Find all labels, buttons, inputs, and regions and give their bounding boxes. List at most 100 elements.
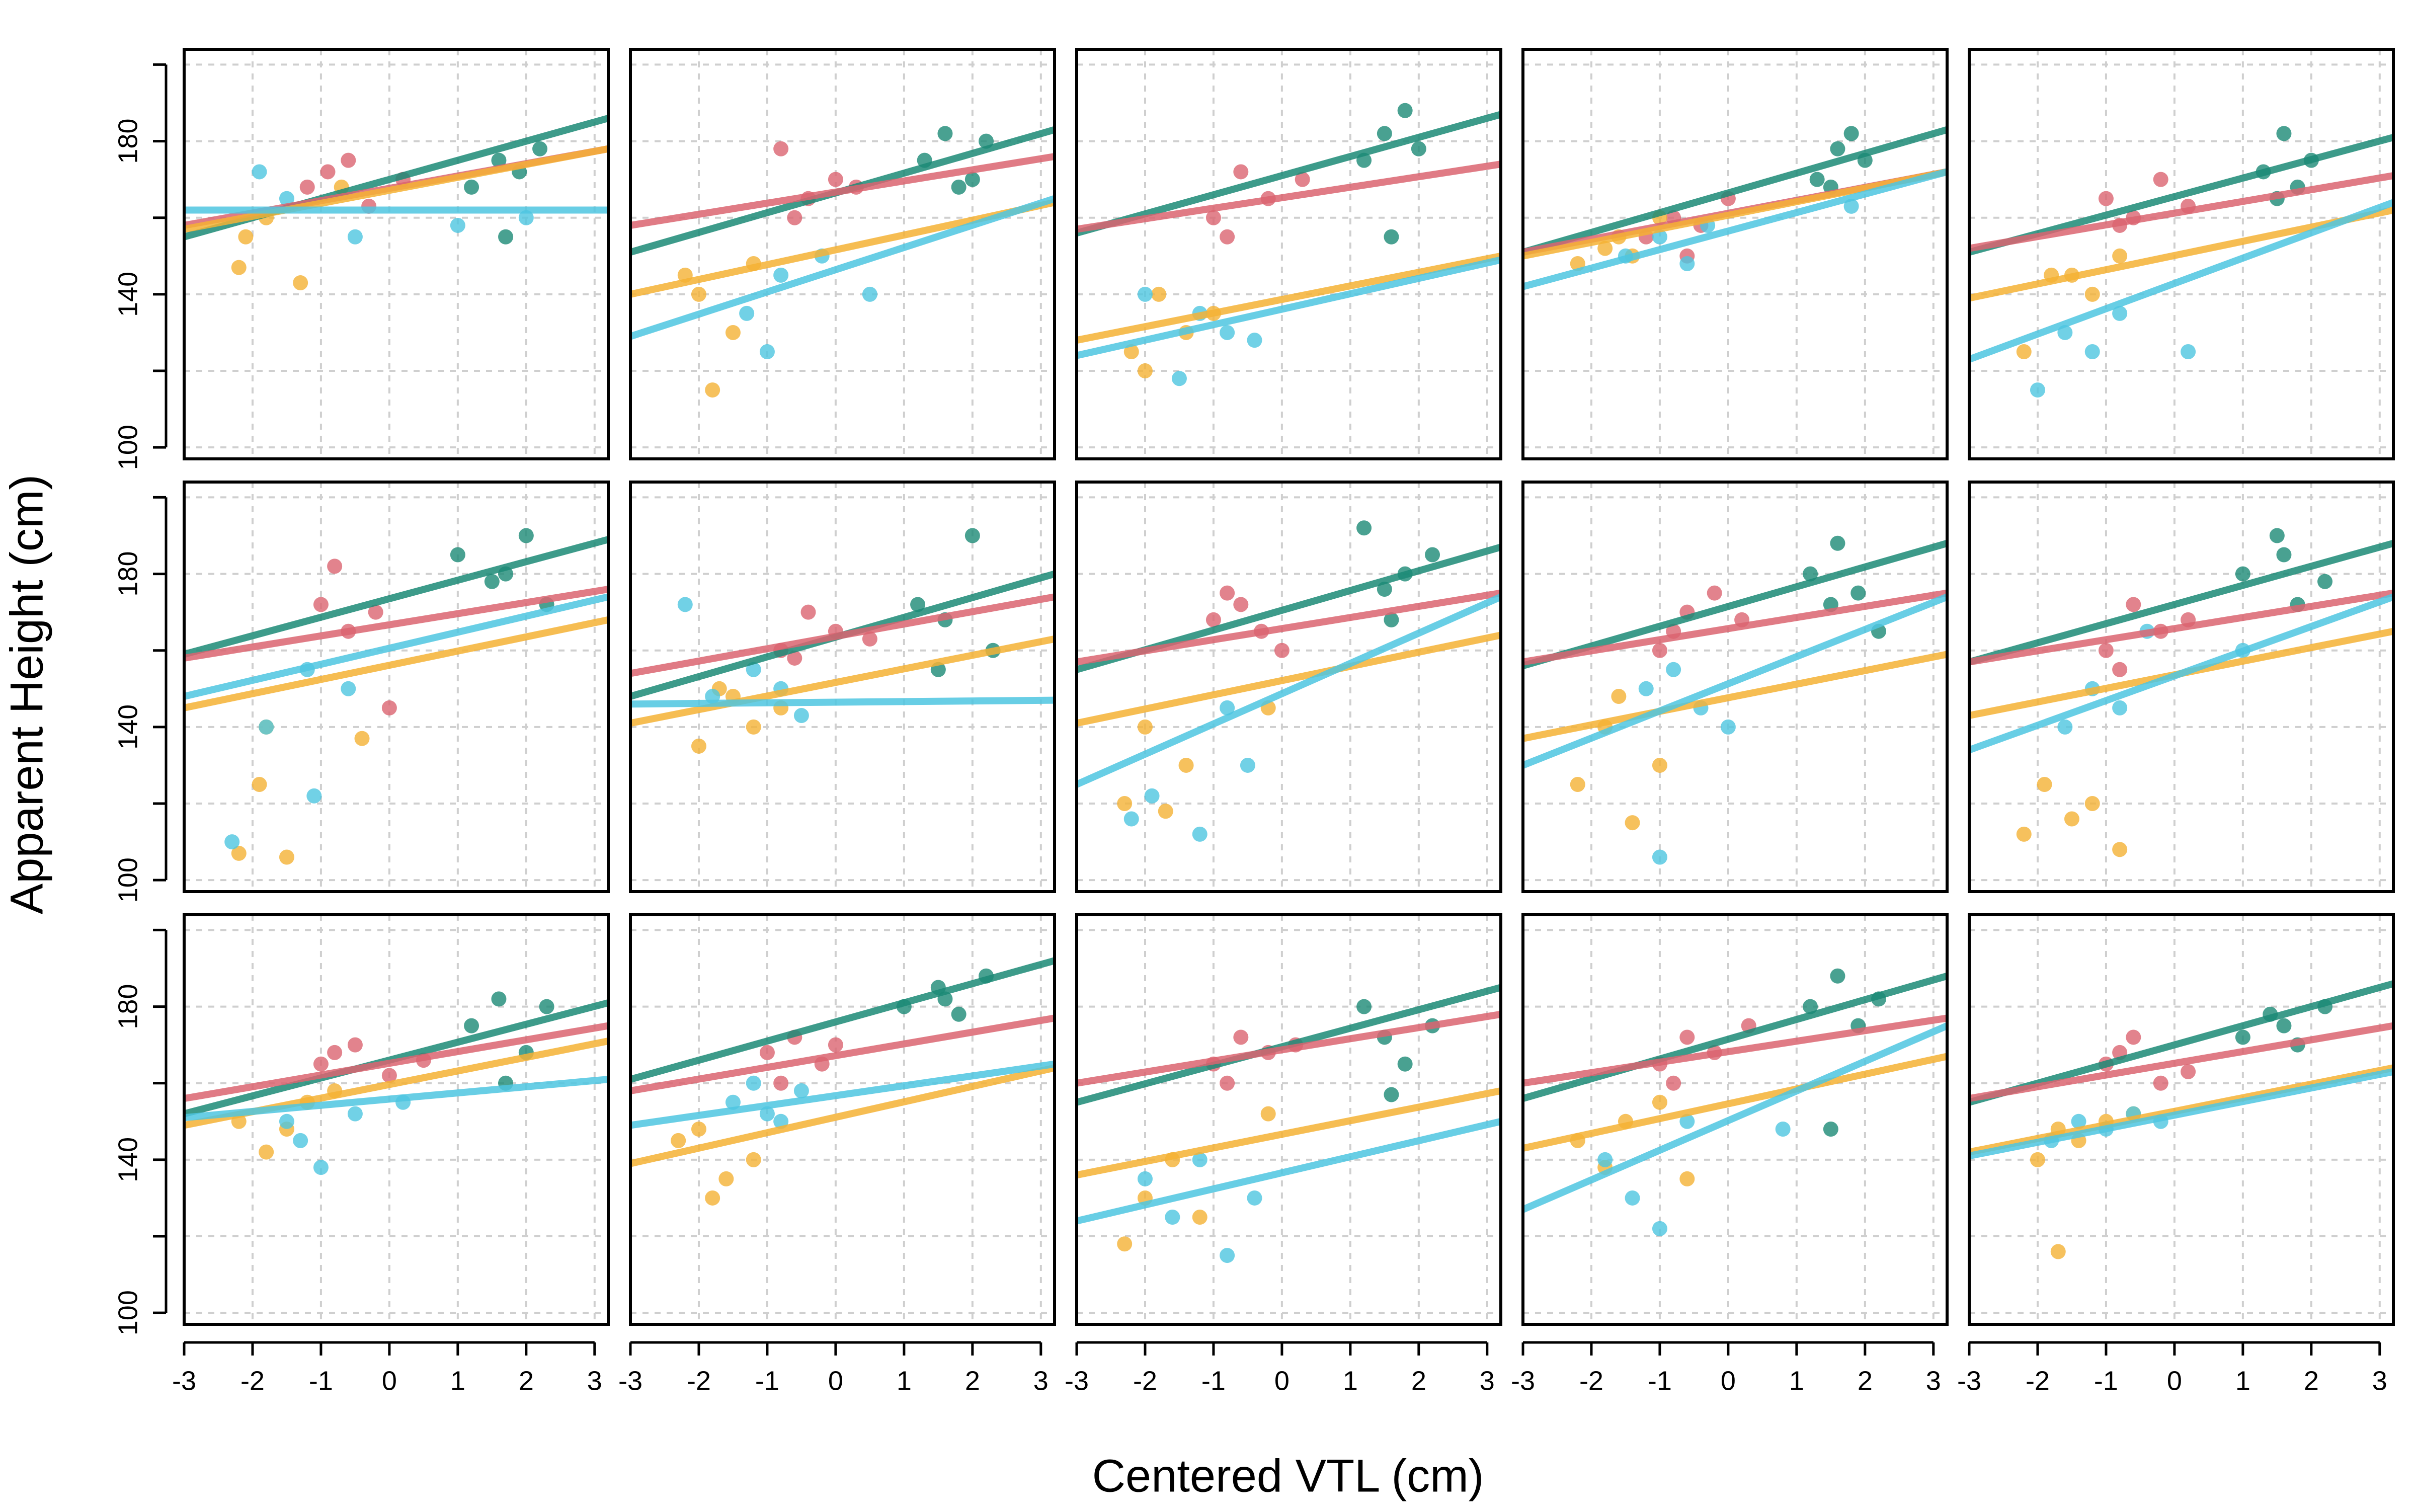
point bbox=[313, 597, 329, 612]
fit-line bbox=[1522, 589, 1948, 666]
fit-line bbox=[1076, 631, 1502, 727]
point bbox=[2030, 1152, 2045, 1167]
point bbox=[532, 141, 548, 156]
point bbox=[2126, 597, 2141, 612]
point bbox=[1205, 210, 1221, 225]
point bbox=[1205, 612, 1221, 627]
point bbox=[2269, 528, 2285, 543]
point bbox=[746, 719, 761, 735]
point bbox=[937, 126, 953, 141]
x-axis-title: Centered VTL (cm) bbox=[1092, 1450, 1484, 1501]
point bbox=[1850, 585, 1866, 601]
point bbox=[341, 152, 356, 168]
x-tick-label: 3 bbox=[1033, 1366, 1049, 1396]
point bbox=[231, 845, 247, 861]
point bbox=[327, 559, 343, 574]
point bbox=[671, 1133, 686, 1148]
point bbox=[1356, 999, 1372, 1014]
point bbox=[2057, 719, 2073, 735]
y-axis-title: Apparent Height (cm) bbox=[1, 474, 52, 914]
fit-line bbox=[1076, 984, 1502, 1106]
point bbox=[2126, 1029, 2141, 1045]
point bbox=[1652, 757, 1667, 773]
point bbox=[1830, 535, 1845, 551]
point bbox=[964, 172, 980, 187]
x-tick-label: 2 bbox=[1858, 1366, 1873, 1396]
panel-frame bbox=[1075, 481, 1502, 893]
point bbox=[1137, 1171, 1153, 1186]
point bbox=[746, 662, 761, 677]
fit-line bbox=[629, 1064, 1056, 1167]
point bbox=[951, 179, 967, 195]
x-tick-label: -3 bbox=[1957, 1366, 1981, 1396]
point bbox=[828, 1037, 843, 1053]
fit-line bbox=[1521, 1022, 1949, 1213]
fit-line bbox=[1968, 539, 2394, 666]
fit-line bbox=[630, 696, 1055, 708]
point bbox=[1233, 1029, 1249, 1045]
point bbox=[1220, 585, 1235, 601]
point bbox=[1117, 796, 1133, 812]
fit-line bbox=[183, 536, 609, 658]
point bbox=[718, 1171, 734, 1186]
point bbox=[231, 260, 247, 275]
fit-line bbox=[1076, 1118, 1502, 1225]
point bbox=[347, 1037, 363, 1053]
panel-frame bbox=[629, 913, 1056, 1326]
point bbox=[381, 1068, 397, 1083]
point bbox=[450, 217, 465, 233]
point bbox=[828, 172, 843, 187]
x-tick-label: -2 bbox=[240, 1366, 265, 1396]
point bbox=[1240, 757, 1255, 773]
panel-frame bbox=[1521, 913, 1949, 1326]
point bbox=[313, 1056, 329, 1072]
point bbox=[1384, 229, 1399, 245]
fit-line bbox=[183, 616, 609, 711]
fit-line bbox=[1522, 1053, 1948, 1152]
fit-line bbox=[1522, 168, 1948, 260]
point bbox=[2112, 305, 2128, 321]
fit-line bbox=[1522, 168, 1948, 290]
point bbox=[464, 179, 479, 195]
point bbox=[2050, 1244, 2066, 1259]
fit-line bbox=[1075, 593, 1502, 788]
y-tick-label: 180 bbox=[113, 984, 143, 1029]
x-tick-label: 2 bbox=[1411, 1366, 1426, 1396]
fit-line bbox=[1968, 199, 2395, 363]
point bbox=[1803, 999, 1818, 1014]
point bbox=[1652, 849, 1667, 865]
point bbox=[2016, 344, 2032, 359]
panel-frame bbox=[629, 48, 1056, 460]
point bbox=[759, 1045, 775, 1060]
point bbox=[491, 152, 507, 168]
fit-line bbox=[629, 635, 1056, 727]
point bbox=[1652, 1221, 1667, 1236]
x-tick-label: 3 bbox=[1480, 1366, 1495, 1396]
point bbox=[2112, 248, 2128, 264]
x-tick-label: 2 bbox=[519, 1366, 534, 1396]
panel-frame bbox=[183, 913, 610, 1326]
point bbox=[224, 834, 240, 850]
point bbox=[2235, 566, 2250, 582]
point bbox=[793, 1083, 809, 1098]
x-tick-label: -3 bbox=[618, 1366, 642, 1396]
point bbox=[2098, 191, 2114, 206]
point bbox=[1137, 286, 1153, 302]
fit-line bbox=[183, 586, 609, 662]
x-tick-label: 1 bbox=[897, 1366, 912, 1396]
point bbox=[2112, 662, 2128, 677]
point bbox=[1171, 371, 1187, 386]
point bbox=[279, 191, 294, 206]
point bbox=[1384, 612, 1399, 627]
point bbox=[691, 738, 706, 754]
point bbox=[964, 528, 980, 543]
fit-line bbox=[1968, 593, 2395, 754]
point bbox=[1720, 719, 1736, 735]
y-tick-label: 180 bbox=[113, 551, 143, 597]
point bbox=[1597, 241, 1613, 256]
point bbox=[1220, 325, 1235, 340]
point bbox=[773, 267, 789, 283]
point bbox=[862, 631, 877, 647]
point bbox=[2112, 842, 2128, 857]
panel-frame bbox=[1075, 48, 1502, 460]
